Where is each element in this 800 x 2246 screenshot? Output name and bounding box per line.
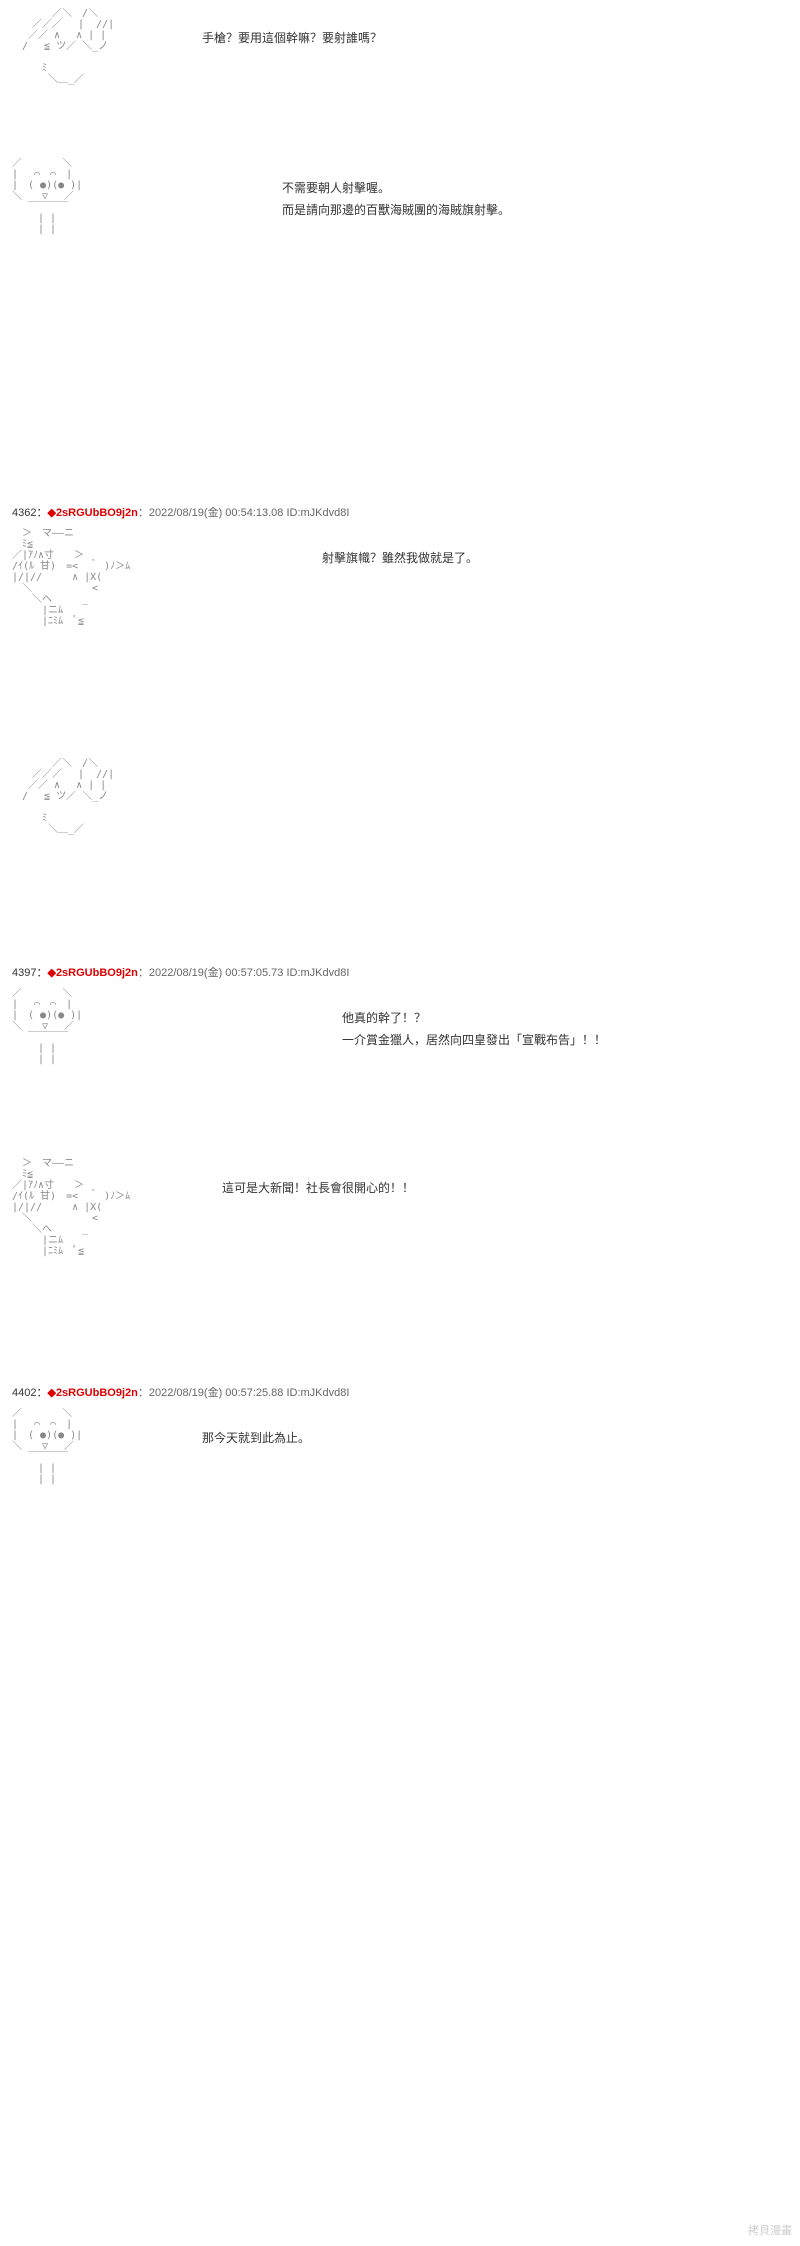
dialogue-line: 射擊旗幟？雖然我做就是了。 <box>322 548 478 570</box>
post: 4362：◆2sRGUbBO9j2n：2022/08/19(金) 00:54:1… <box>0 496 800 936</box>
ascii-art: ＞ マ――ニ ﾐ≦ ／|ｱﾉ∧寸 ＞ /ｲ(ﾙ 甘) =< ＾ )ﾉ＞ﾑ |/|… <box>12 1158 192 1318</box>
dialogue-text: 這可是大新聞！社長會很開心的！！ <box>222 1158 414 1200</box>
post-header: 4362：◆2sRGUbBO9j2n：2022/08/19(金) 00:54:1… <box>12 504 788 520</box>
dialogue-line: 不需要朝人射擊喔。 <box>282 178 510 200</box>
tripcode: ◆2sRGUbBO9j2n <box>47 1387 137 1399</box>
dialogue-line: 那今天就到此為止。 <box>202 1428 310 1450</box>
dialogue-line: 這可是大新聞！社長會很開心的！！ <box>222 1178 414 1200</box>
post-meta: ：2022/08/19(金) 00:57:05.73 ID:mJKdvd8I <box>138 967 350 979</box>
tripcode: ◆2sRGUbBO9j2n <box>47 507 137 519</box>
dialogue-line: 而是請向那邊的百獸海賊團的海賊旗射擊。 <box>282 200 510 222</box>
content-block: ／￣￣￣￣＼ | ⌒ ⌒ | | ( ●)(● )| ＼ ▽ ／ ￣￣￣￣ | … <box>12 988 788 1128</box>
post: 4402：◆2sRGUbBO9j2n：2022/08/19(金) 00:57:2… <box>0 1376 800 1646</box>
tripcode: ◆2sRGUbBO9j2n <box>47 967 137 979</box>
ascii-art: ＞ マ――ニ ﾐ≦ ／|ｱﾉ∧寸 ＞ /ｲ(ﾙ 甘) =< ＾ )ﾉ＞ﾑ |/|… <box>12 528 292 728</box>
dialogue-text: 他真的幹了！？ 一介賞金獵人，居然向四皇發出「宣戰布告」！！ <box>342 988 606 1051</box>
dialogue-text: 那今天就到此為止。 <box>202 1408 310 1450</box>
dialogue-text: 不需要朝人射擊喔。 而是請向那邊的百獸海賊團的海賊旗射擊。 <box>282 158 510 221</box>
post-number: 4402 <box>12 1387 36 1399</box>
post-number: 4397 <box>12 967 36 979</box>
content-block: ／￣￣￣￣＼ | ⌒ ⌒ | | ( ●)(● )| ＼ ▽ ／ ￣￣￣￣ | … <box>12 158 788 438</box>
post-meta: ：2022/08/19(金) 00:54:13.08 ID:mJKdvd8I <box>138 507 350 519</box>
post: 4397：◆2sRGUbBO9j2n：2022/08/19(金) 00:57:0… <box>0 956 800 1356</box>
ascii-art: ／＼ /＼ ／／／ | //| ／／ ∧ ∧ | | / ≦ ツ／ ＼_ノ ﾐ … <box>12 758 272 898</box>
dialogue-line: 一介賞金獵人，居然向四皇發出「宣戰布告」！！ <box>342 1030 606 1052</box>
content-block: ／＼ /＼ ／／／ | //| ／／ ∧ ∧ | | / ≦ ツ／ ＼_ノ ﾐ … <box>12 758 788 898</box>
dialogue-line: 他真的幹了！？ <box>342 1008 606 1030</box>
post-meta: ：2022/08/19(金) 00:57:25.88 ID:mJKdvd8I <box>138 1387 350 1399</box>
content-block: ＞ マ――ニ ﾐ≦ ／|ｱﾉ∧寸 ＞ /ｲ(ﾙ 甘) =< ＾ )ﾉ＞ﾑ |/|… <box>12 528 788 728</box>
dialogue-text: 手槍？要用這個幹嘛？要射誰嗎？ <box>202 8 382 50</box>
post-header: 4397：◆2sRGUbBO9j2n：2022/08/19(金) 00:57:0… <box>12 964 788 980</box>
dialogue-text: 射擊旗幟？雖然我做就是了。 <box>322 528 478 570</box>
post-number: 4362 <box>12 507 36 519</box>
dialogue-line: 手槍？要用這個幹嘛？要射誰嗎？ <box>202 28 382 50</box>
content-block: ＞ マ――ニ ﾐ≦ ／|ｱﾉ∧寸 ＞ /ｲ(ﾙ 甘) =< ＾ )ﾉ＞ﾑ |/|… <box>12 1158 788 1318</box>
ascii-art: ／＼ /＼ ／／／ | //| ／／ ∧ ∧ | | / ≦ ツ／ ＼_ノ ﾐ … <box>12 8 172 128</box>
watermark: 拷貝漫畫 <box>748 2222 792 2238</box>
content-block: ／＼ /＼ ／／／ | //| ／／ ∧ ∧ | | / ≦ ツ／ ＼_ノ ﾐ … <box>12 8 788 128</box>
post-header: 4402：◆2sRGUbBO9j2n：2022/08/19(金) 00:57:2… <box>12 1384 788 1400</box>
ascii-art: ／￣￣￣￣＼ | ⌒ ⌒ | | ( ●)(● )| ＼ ▽ ／ ￣￣￣￣ | … <box>12 988 312 1128</box>
ascii-art: ／￣￣￣￣＼ | ⌒ ⌒ | | ( ●)(● )| ＼ ▽ ／ ￣￣￣￣ | … <box>12 1408 172 1608</box>
ascii-art: ／￣￣￣￣＼ | ⌒ ⌒ | | ( ●)(● )| ＼ ▽ ／ ￣￣￣￣ | … <box>12 158 252 438</box>
post: ／＼ /＼ ／／／ | //| ／／ ∧ ∧ | | / ≦ ツ／ ＼_ノ ﾐ … <box>0 0 800 476</box>
content-block: ／￣￣￣￣＼ | ⌒ ⌒ | | ( ●)(● )| ＼ ▽ ／ ￣￣￣￣ | … <box>12 1408 788 1608</box>
